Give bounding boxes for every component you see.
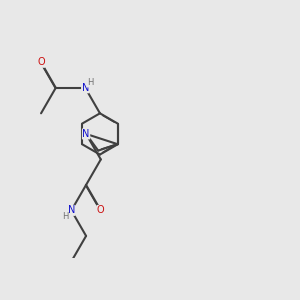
Text: N: N (82, 129, 90, 139)
Text: H: H (87, 78, 94, 87)
Text: O: O (37, 57, 45, 67)
Text: N: N (82, 83, 89, 93)
Text: H: H (62, 212, 68, 221)
Text: N: N (68, 206, 75, 215)
Text: O: O (97, 206, 105, 215)
